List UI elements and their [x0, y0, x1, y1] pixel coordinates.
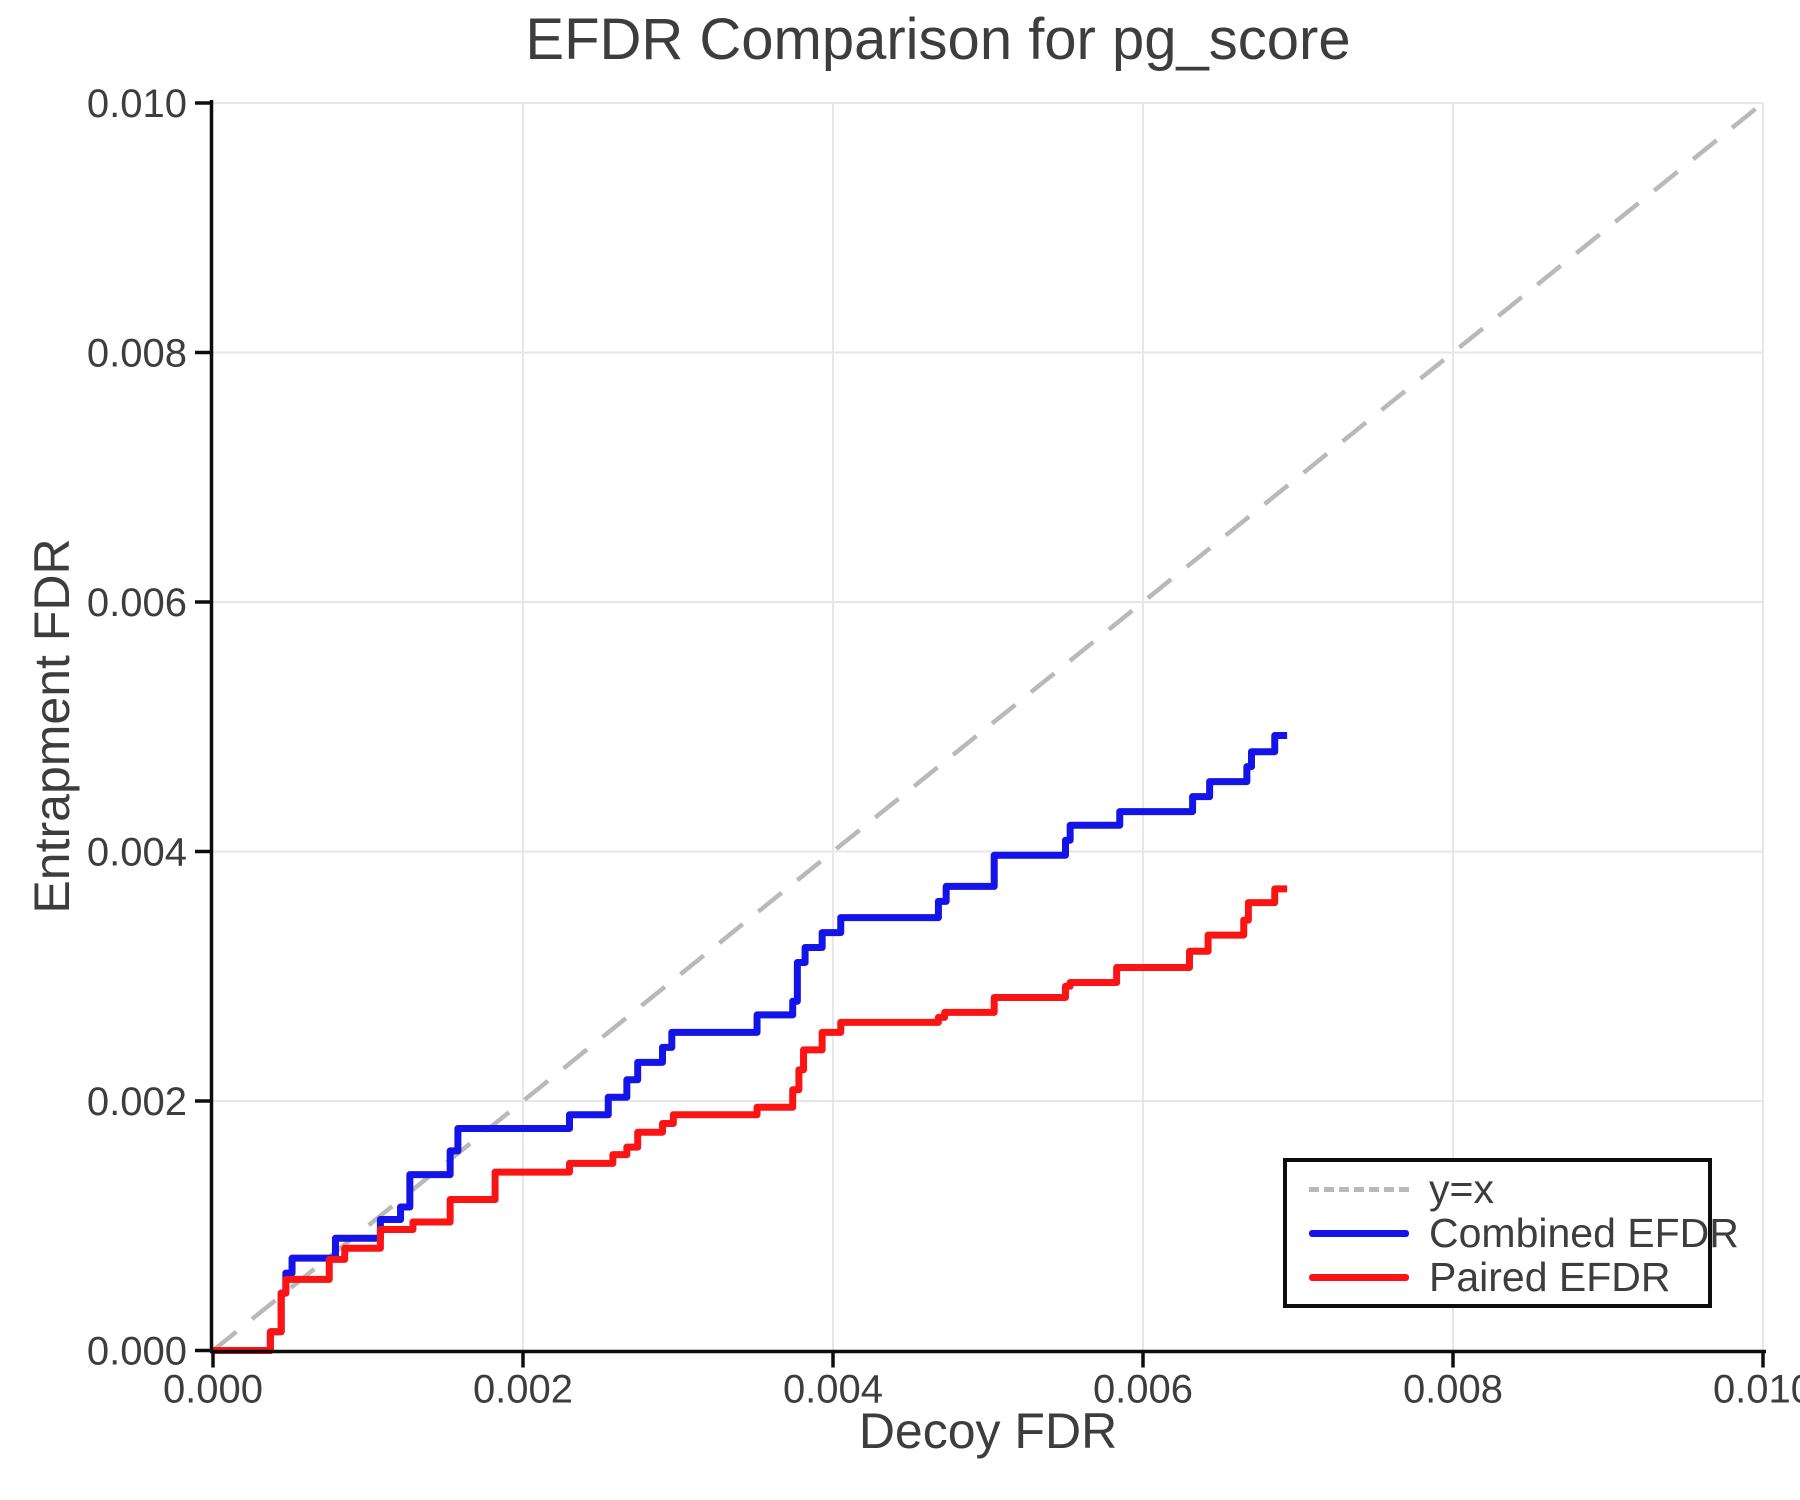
- legend-blue-line-sample: [1309, 1229, 1409, 1237]
- y-tick-label: 0.006: [87, 581, 187, 625]
- legend-label: Paired EFDR: [1429, 1253, 1671, 1300]
- y-tick-label: 0.002: [87, 1080, 187, 1124]
- x-tick-label: 0.008: [1403, 1368, 1503, 1412]
- y-tick-label: 0.010: [87, 82, 187, 126]
- legend-item-paired-efdr: Paired EFDR: [1309, 1253, 1708, 1300]
- x-tick-label: 0.004: [783, 1368, 883, 1412]
- legend-item-combined-efdr: Combined EFDR: [1309, 1212, 1739, 1253]
- legend-label: y=x: [1429, 1165, 1494, 1212]
- y-tick-label: 0.008: [87, 332, 187, 376]
- legend-box: y=x Combined EFDR Paired EFDR: [1283, 1158, 1739, 1308]
- combined-efdr-curve: [213, 731, 1288, 1354]
- y-axis-label: Entrapment FDR: [24, 538, 80, 914]
- y-tick-label: 0.004: [87, 831, 187, 875]
- legend-label: Combined EFDR: [1429, 1209, 1739, 1256]
- x-axis-label: Decoy FDR: [858, 1403, 1118, 1459]
- legend-red-line-sample: [1309, 1273, 1409, 1281]
- x-tick-label: 0.006: [1093, 1368, 1193, 1412]
- x-tick-label: 0.010: [1713, 1368, 1800, 1412]
- y-tick-label: 0.000: [87, 1330, 187, 1374]
- legend-dashed-line-sample: [1309, 1186, 1409, 1192]
- paired-efdr-curve: [213, 885, 1288, 1354]
- x-tick-label: 0.000: [163, 1368, 263, 1412]
- legend-item-yx: y=x: [1309, 1165, 1708, 1212]
- identity-line: [211, 101, 1765, 1353]
- x-tick-label: 0.002: [473, 1368, 573, 1412]
- chart-title: EFDR Comparison for pg_score: [525, 7, 1351, 72]
